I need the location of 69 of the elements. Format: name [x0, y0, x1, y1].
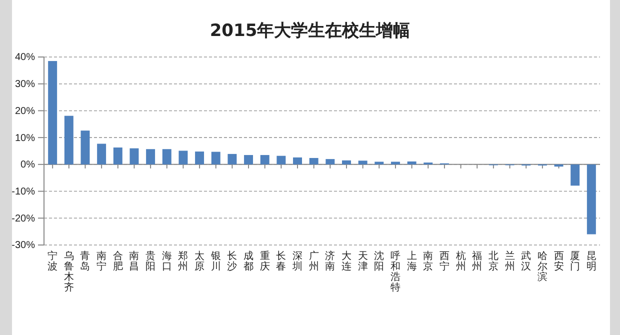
y-tick-label: 20%	[14, 106, 36, 117]
chart-title: 2015年大学生在校生增幅	[210, 21, 410, 41]
x-tick-label: 北京	[488, 250, 498, 272]
y-tick-label: 10%	[14, 132, 36, 144]
bar	[195, 152, 204, 164]
x-tick-label: 呼和浩特	[390, 250, 400, 294]
bar	[586, 164, 596, 234]
bar	[358, 160, 368, 164]
x-tick-label: 大连	[341, 250, 352, 272]
x-tick-label: 成都	[244, 250, 254, 272]
y-tick-label: 0%	[20, 160, 36, 171]
bar	[390, 162, 400, 164]
y-tick-label: 40%	[14, 52, 36, 64]
x-tick-label: 沈阳	[374, 250, 384, 272]
x-tick-label: 上海	[406, 250, 417, 272]
x-tick-label: 哈尔滨	[537, 250, 548, 283]
bar	[97, 144, 106, 164]
x-tick-label: 武汉	[521, 250, 532, 272]
x-tick-label: 乌鲁木齐	[64, 250, 74, 294]
bar	[113, 148, 122, 164]
y-tick-label: -30%	[12, 240, 36, 252]
x-tick-label: 海口	[162, 250, 172, 272]
x-tick-label: 重庆	[260, 250, 270, 272]
bar	[570, 164, 580, 186]
x-tick-label: 杭州	[454, 250, 466, 272]
x-tick-label: 南宁	[96, 250, 107, 272]
bar	[48, 61, 58, 164]
bar	[293, 157, 302, 164]
x-tick-label: 银川	[210, 251, 221, 272]
bar	[326, 159, 335, 164]
y-tick-label: -20%	[12, 213, 36, 224]
x-tick-label: 合肥	[112, 250, 123, 272]
bar	[64, 116, 74, 164]
bar	[260, 155, 270, 164]
bar	[309, 158, 318, 164]
x-tick-label: 郑州	[178, 250, 188, 272]
bar	[146, 149, 156, 164]
x-tick-label: 贵阳	[146, 250, 156, 272]
x-tick-label: 西安	[554, 251, 564, 272]
y-tick-label: -10%	[12, 186, 36, 198]
x-tick-label: 长春	[276, 250, 286, 272]
x-tick-label: 长沙	[227, 250, 238, 272]
bar	[130, 148, 139, 164]
x-tick-label: 济南	[325, 250, 336, 272]
x-tick-label: 西宁	[439, 251, 450, 272]
bar	[407, 161, 416, 164]
bar	[178, 150, 188, 164]
bar	[211, 152, 220, 164]
bar	[276, 156, 286, 164]
bar	[228, 154, 237, 164]
x-tick-label: 太原	[194, 250, 205, 272]
y-tick-label: 30%	[14, 79, 36, 90]
x-tick-label: 厦门	[570, 251, 580, 272]
x-tick-label: 宁波	[48, 250, 58, 272]
bar	[374, 162, 384, 164]
x-tick-label: 深圳	[292, 250, 303, 272]
bar	[554, 164, 564, 167]
x-tick-label: 兰州	[504, 250, 515, 272]
bar	[162, 149, 172, 164]
bar	[244, 155, 254, 164]
x-tick-label: 南京	[423, 250, 434, 272]
x-tick-label: 天津	[358, 251, 368, 272]
x-tick-label: 福州	[472, 250, 482, 272]
bar	[80, 130, 90, 164]
x-tick-label: 南昌	[129, 250, 140, 272]
bar	[342, 160, 351, 164]
x-tick-label: 广州	[308, 250, 319, 272]
x-tick-label: 青岛	[80, 250, 90, 272]
x-tick-label: 昆明	[586, 251, 596, 272]
